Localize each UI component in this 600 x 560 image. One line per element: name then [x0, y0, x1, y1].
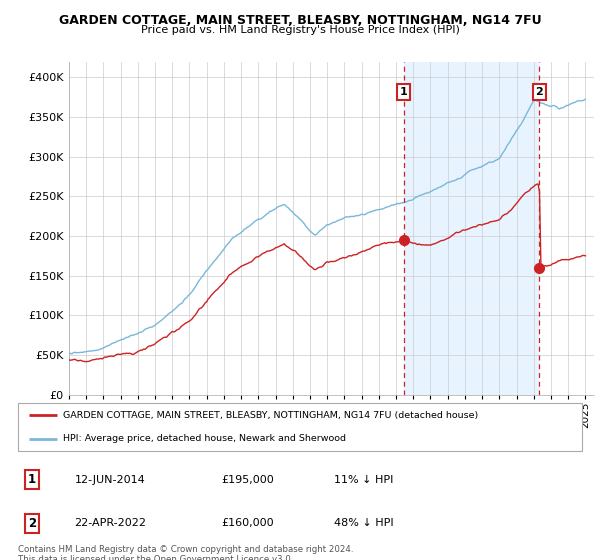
- Text: GARDEN COTTAGE, MAIN STREET, BLEASBY, NOTTINGHAM, NG14 7FU (detached house): GARDEN COTTAGE, MAIN STREET, BLEASBY, NO…: [63, 410, 478, 419]
- Text: GARDEN COTTAGE, MAIN STREET, BLEASBY, NOTTINGHAM, NG14 7FU: GARDEN COTTAGE, MAIN STREET, BLEASBY, NO…: [59, 14, 541, 27]
- Text: 1: 1: [400, 87, 407, 97]
- Text: 2: 2: [536, 87, 544, 97]
- Text: Contains HM Land Registry data © Crown copyright and database right 2024.
This d: Contains HM Land Registry data © Crown c…: [18, 545, 353, 560]
- Text: 12-JUN-2014: 12-JUN-2014: [74, 475, 145, 484]
- Text: 22-APR-2022: 22-APR-2022: [74, 519, 146, 528]
- Text: 1: 1: [28, 473, 36, 486]
- Text: £160,000: £160,000: [221, 519, 274, 528]
- Bar: [404, 62, 539, 395]
- Text: Price paid vs. HM Land Registry's House Price Index (HPI): Price paid vs. HM Land Registry's House …: [140, 25, 460, 35]
- Text: 48% ↓ HPI: 48% ↓ HPI: [334, 519, 394, 528]
- Text: £195,000: £195,000: [221, 475, 274, 484]
- Text: 2: 2: [28, 517, 36, 530]
- Text: HPI: Average price, detached house, Newark and Sherwood: HPI: Average price, detached house, Newa…: [63, 435, 346, 444]
- Text: 11% ↓ HPI: 11% ↓ HPI: [334, 475, 393, 484]
